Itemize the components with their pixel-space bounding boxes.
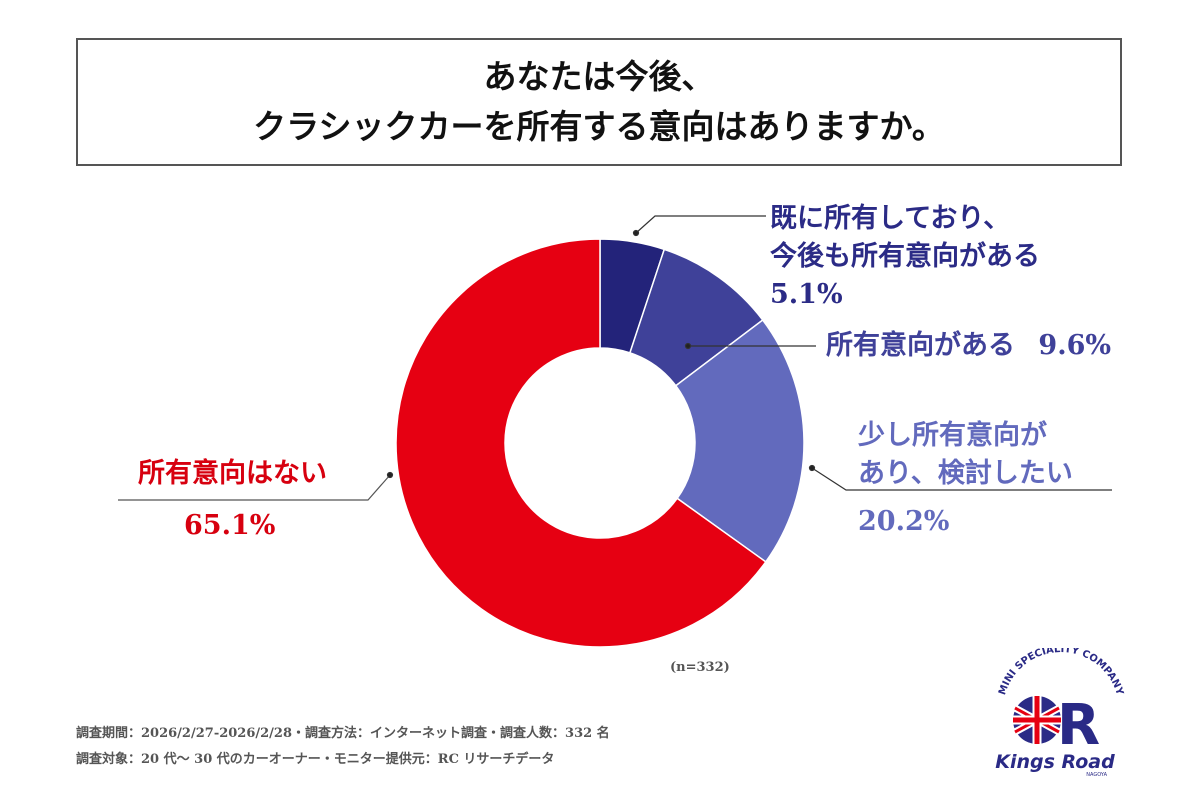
label-intend: 所有意向がある 9.6% [826, 327, 1111, 365]
value-label: 65.1% [184, 510, 276, 541]
sample-size: (n=332) [670, 660, 730, 675]
title-line-1: あなたは今後、 [483, 57, 715, 96]
label-line: あり、検討したい [858, 458, 1073, 489]
logo-name: Kings Road [995, 751, 1115, 773]
slice-3 [395, 238, 767, 648]
logo-sub: NAGOYA [1086, 772, 1107, 778]
footer-line-1: 調査期間：2026/2/27-2026/2/28・調査方法：インターネット調査・… [76, 726, 610, 741]
value-label: 20.2% [858, 506, 950, 537]
label-line: 既に所有しており、 [770, 203, 1011, 234]
leader-line [118, 474, 391, 501]
logo-arc-text: MINI SPECIALITY COMPANY [997, 648, 1125, 697]
svg-text:MINI SPECIALITY COMPANY: MINI SPECIALITY COMPANY [997, 648, 1125, 697]
value-label: 5.1% [770, 279, 843, 310]
leader-dot [808, 464, 816, 472]
leader-line [635, 215, 766, 234]
footer-line-2: 調査対象：20 代～ 30 代のカーオーナー・モニター提供元：RC リサーチデー… [76, 752, 555, 767]
label-line: 今後も所有意向がある [770, 241, 1040, 272]
kings-road-logo: MINI SPECIALITY COMPANY R Kings Road NAG… [995, 648, 1125, 778]
label-already-own: 既に所有しており、 今後も所有意向がある 5.1% [770, 200, 1040, 314]
leader-dot [632, 229, 640, 237]
title-line-2: クラシックカーを所有する意向はありますか。 [253, 107, 945, 146]
value-label: 9.6% [1038, 330, 1112, 361]
label-line: 所有意向はない [138, 458, 327, 489]
leader-dot [386, 471, 394, 479]
title-box: あなたは今後、 クラシックカーを所有する意向はありますか。 [76, 38, 1122, 166]
label-line: 少し所有意向が [858, 420, 1047, 451]
leader-dot [684, 342, 692, 350]
leader-line [811, 467, 1112, 491]
label-somewhat: 少し所有意向が あり、検討したい 20.2% [858, 417, 1073, 541]
svg-text:R: R [1057, 693, 1100, 758]
slice-2 [674, 318, 805, 563]
label-no-intent: 所有意向はない 65.1% [138, 455, 327, 545]
label-line: 所有意向がある [826, 330, 1015, 361]
